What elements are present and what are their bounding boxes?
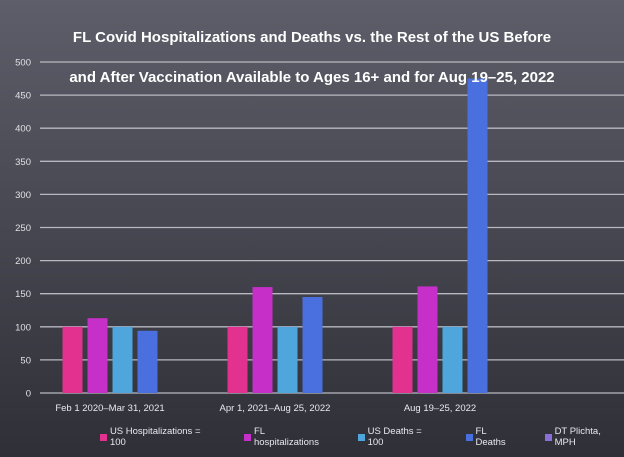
y-tick-label: 450 bbox=[15, 91, 31, 102]
bar-fl-hospitalizations bbox=[87, 318, 108, 393]
bar-fl-deaths bbox=[137, 330, 158, 393]
bar-us-deaths-100 bbox=[112, 326, 133, 393]
x-tick-label: Feb 1 2020–Mar 31, 2021 bbox=[55, 403, 164, 414]
x-tick-label: Apr 1, 2021–Aug 25, 2022 bbox=[220, 403, 331, 414]
y-tick-label: 350 bbox=[15, 157, 31, 168]
legend-label: US Hospitalizations = 100 bbox=[109, 426, 201, 448]
legend-item: FL hospitalizations bbox=[244, 426, 332, 448]
legend-label: FL hospitalizations bbox=[253, 426, 319, 448]
legend-item: DT Plichta, MPH bbox=[544, 426, 624, 448]
legend-swatch bbox=[244, 433, 251, 441]
legend-swatch bbox=[357, 433, 365, 441]
y-tick-label: 100 bbox=[15, 322, 31, 333]
bar-fl-hospitalizations bbox=[252, 287, 273, 393]
chart-title-line2: and After Vaccination Available to Ages … bbox=[69, 69, 555, 86]
legend-item: FL Deaths bbox=[465, 426, 519, 448]
legend-swatch bbox=[465, 433, 473, 441]
y-tick-label: 50 bbox=[20, 355, 31, 366]
bar-us-hospitalizations-100 bbox=[227, 326, 248, 393]
bar-us-deaths-100 bbox=[277, 326, 298, 393]
legend: US Hospitalizations = 100 FL hospitalizat… bbox=[100, 426, 624, 448]
x-axis-ticks: Feb 1 2020–Mar 31, 2021 Apr 1, 2021–Aug 2… bbox=[55, 403, 476, 414]
bar-us-deaths-100 bbox=[442, 326, 463, 393]
y-tick-label: 300 bbox=[15, 190, 31, 201]
y-axis-ticks: 0 50 100 150 200 250 300 350 400 450 500 bbox=[15, 58, 31, 400]
legend-label: FL Deaths bbox=[475, 426, 506, 448]
bar-fl-hospitalizations bbox=[417, 286, 438, 393]
bars bbox=[62, 78, 488, 394]
y-tick-label: 500 bbox=[15, 58, 31, 69]
legend-label: US Deaths = 100 bbox=[367, 426, 422, 448]
y-tick-label: 200 bbox=[15, 256, 31, 267]
bar-fl-deaths bbox=[302, 297, 323, 393]
y-tick-label: 150 bbox=[15, 289, 31, 300]
bar-us-hospitalizations-100 bbox=[392, 326, 413, 393]
y-tick-label: 250 bbox=[15, 223, 31, 234]
chart-title-line1: FL Covid Hospitalizations and Deaths vs.… bbox=[72, 29, 552, 46]
gridlines bbox=[40, 61, 624, 394]
legend-label: DT Plichta, MPH bbox=[554, 426, 601, 448]
y-tick-label: 400 bbox=[15, 124, 31, 135]
legend-item: US Hospitalizations = 100 bbox=[100, 426, 218, 448]
legend-swatch bbox=[100, 433, 107, 441]
x-tick-label: Aug 19–25, 2022 bbox=[404, 403, 476, 414]
bar-fl-deaths bbox=[467, 78, 488, 394]
y-tick-label: 0 bbox=[26, 389, 31, 400]
bar-us-hospitalizations-100 bbox=[62, 326, 83, 393]
legend-swatch bbox=[544, 433, 552, 441]
legend-item: US Deaths = 100 bbox=[357, 426, 440, 448]
